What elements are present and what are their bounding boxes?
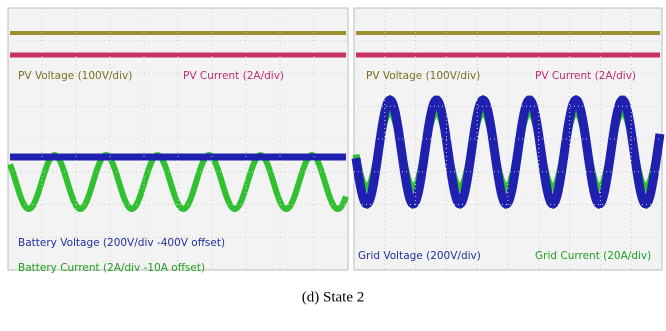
pv-current-label: PV Current (2A/div) [183, 70, 284, 82]
waveform [7, 151, 349, 213]
grid-current-label: Grid Current (20A/div) [535, 250, 651, 262]
pv-voltage-label: PV Voltage (100V/div) [18, 70, 132, 82]
pv-current-label: PV Current (2A/div) [535, 70, 636, 82]
battery-current-label: Battery Current (2A/div -10A offset) [18, 262, 205, 274]
waveform [351, 94, 665, 209]
battery-voltage-label: Battery Voltage (200V/div -400V offset) [18, 237, 225, 249]
pv-voltage-label: PV Voltage (100V/div) [366, 70, 480, 82]
grid-voltage-label: Grid Voltage (200V/div) [358, 250, 481, 262]
panel-left: PV Voltage (100V/div) PV Current (2A/div… [7, 7, 349, 274]
caption: (d) State 2 [302, 289, 364, 305]
panel-right: PV Voltage (100V/div) PV Current (2A/div… [351, 7, 665, 271]
